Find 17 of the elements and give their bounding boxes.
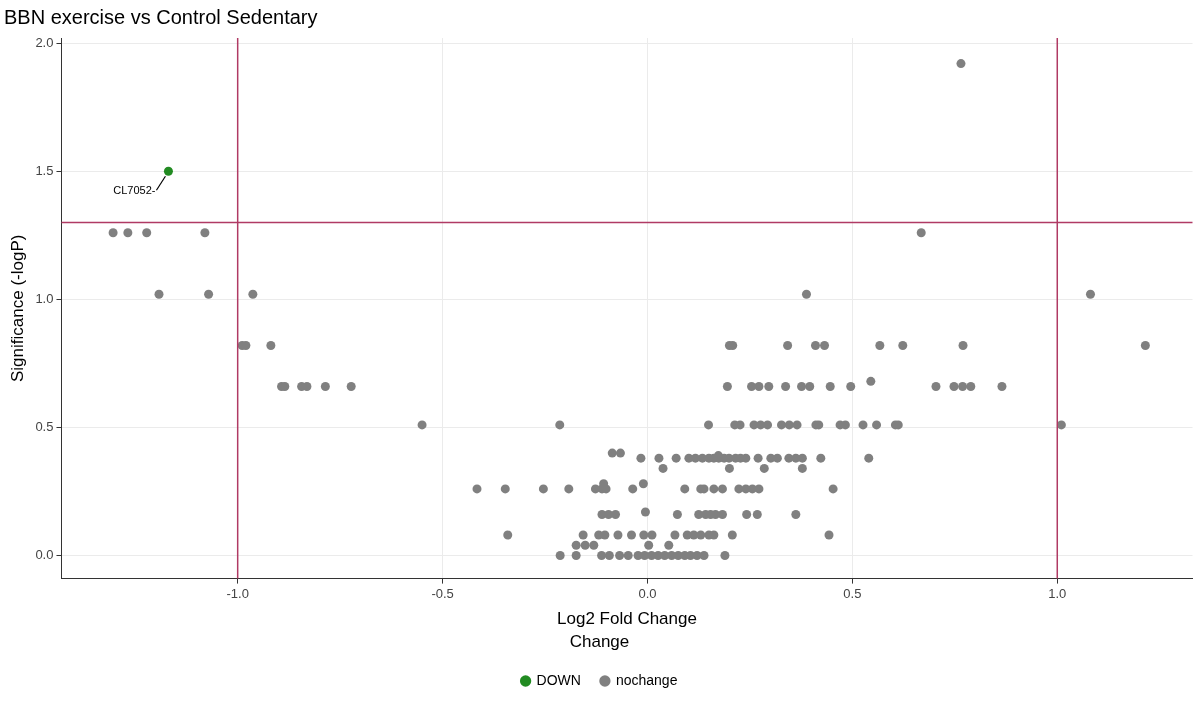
y-tick-label: 1.5 <box>35 162 54 178</box>
x-tick-label: 0.0 <box>638 585 657 601</box>
legend-title: Change <box>569 631 630 651</box>
y-axis-title: Significance (-logP) <box>7 234 27 382</box>
y-tick-label: 0.0 <box>35 547 54 563</box>
x-tick-label: 0.5 <box>843 585 862 601</box>
y-tick-label: 2.0 <box>35 34 54 50</box>
x-tick-label: 1.0 <box>1048 585 1067 601</box>
y-tick-label: 0.5 <box>35 419 54 435</box>
annotation: CL7052- <box>113 184 156 197</box>
legend-label: nochange <box>615 671 678 688</box>
x-axis-title: Log2 Fold Change <box>557 609 697 629</box>
legend-label: DOWN <box>536 671 581 688</box>
x-tick-label: -1.0 <box>226 585 249 601</box>
chart-title: BBN exercise vs Control Sedentary <box>4 5 318 28</box>
x-tick-label: -0.5 <box>431 585 454 601</box>
y-tick-label: 1.0 <box>35 290 54 306</box>
